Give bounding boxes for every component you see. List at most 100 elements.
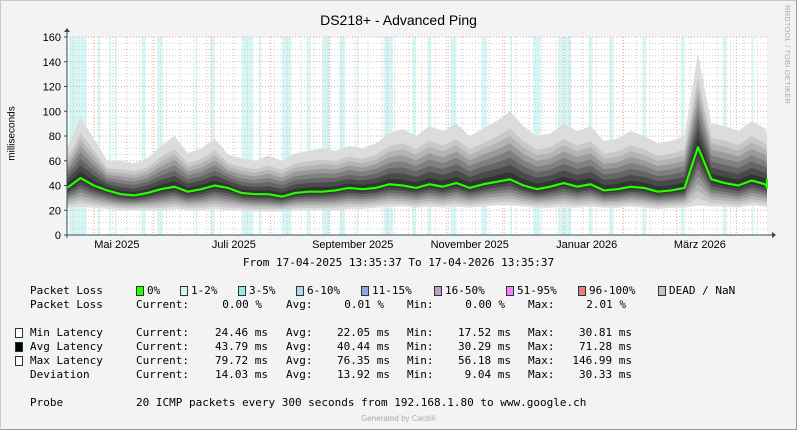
min-value: 30.29 ms: [458, 340, 511, 353]
stats-row-label: Deviation: [30, 368, 90, 381]
min-label: Min:: [407, 298, 434, 311]
loss-band: [339, 37, 346, 235]
current-label: Current:: [136, 368, 189, 381]
loss-legend-item: DEAD / NaN: [669, 284, 736, 297]
probe-label: Probe: [30, 396, 64, 409]
loss-band: [109, 37, 112, 235]
x-axis-arrow: [772, 232, 776, 238]
min-label: Min:: [407, 368, 434, 381]
avg-label: Avg:: [286, 298, 313, 311]
loss-swatch: [136, 286, 144, 296]
loss-legend-item: 51-95%: [517, 284, 557, 297]
series-swatch: [15, 356, 23, 366]
loss-legend-item: 0%: [147, 284, 161, 297]
max-label: Max:: [528, 326, 555, 339]
smoke-band: [67, 137, 767, 199]
min-label: Min:: [407, 354, 434, 367]
stats-row-label: Min Latency: [30, 326, 103, 339]
avg-value: 22.05 ms: [337, 326, 390, 339]
chart-title: DS218+ - Advanced Ping: [320, 12, 477, 28]
avg-label: Avg:: [286, 368, 313, 381]
max-label: Max:: [528, 298, 555, 311]
current-value: 43.79 ms: [215, 340, 268, 353]
y-tick-label: 40: [49, 181, 61, 193]
y-axis-arrow: [64, 28, 70, 32]
series-swatch: [15, 342, 23, 352]
x-tick-label: Mai 2025: [94, 239, 139, 250]
loss-band: [356, 37, 359, 235]
y-tick-label: 120: [43, 82, 61, 94]
loss-legend-item: 11-15%: [372, 284, 412, 297]
y-tick-label: 80: [49, 131, 61, 143]
y-tick-label: 100: [43, 106, 61, 118]
loss-swatch: [506, 286, 514, 296]
avg-value: 0.01 %: [344, 298, 384, 311]
loss-legend-item: 1-2%: [191, 284, 218, 297]
current-value: 14.03 ms: [215, 368, 268, 381]
current-label: Current:: [136, 340, 189, 353]
max-value: 30.81 ms: [579, 326, 632, 339]
max-label: Max:: [528, 368, 555, 381]
current-value: 0.00 %: [222, 298, 262, 311]
max-label: Max:: [528, 354, 555, 367]
loss-band: [97, 37, 100, 235]
y-tick-label: 60: [49, 156, 61, 168]
probe-text: 20 ICMP packets every 300 seconds from 1…: [136, 396, 587, 409]
generated-by-footer: Generated by Cacti®: [361, 414, 436, 423]
loss-legend-item: 6-10%: [307, 284, 341, 297]
avg-value: 40.44 ms: [337, 340, 390, 353]
x-tick-label: September 2025: [312, 239, 393, 250]
avg-value: 13.92 ms: [337, 368, 390, 381]
current-value: 79.72 ms: [215, 354, 268, 367]
max-value: 146.99 ms: [572, 354, 632, 367]
loss-swatch: [238, 286, 246, 296]
loss-band: [609, 37, 614, 235]
stats-row-label: Max Latency: [30, 354, 103, 367]
current-label: Current:: [136, 326, 189, 339]
max-label: Max:: [528, 340, 555, 353]
min-label: Min:: [407, 340, 434, 353]
loss-swatch: [361, 286, 369, 296]
x-tick-label: März 2026: [674, 239, 726, 250]
min-value: 56.18 ms: [458, 354, 511, 367]
current-label: Current:: [136, 354, 189, 367]
min-value: 17.52 ms: [458, 326, 511, 339]
stats-row-label: Packet Loss: [30, 298, 103, 311]
loss-legend-item: 16-50%: [445, 284, 485, 297]
loss-swatch: [658, 286, 666, 296]
y-tick-label: 20: [49, 205, 61, 217]
x-tick-label: Januar 2026: [556, 239, 617, 250]
current-value: 24.46 ms: [215, 326, 268, 339]
min-value: 0.00 %: [465, 298, 505, 311]
x-tick-label: Juli 2025: [212, 239, 256, 250]
y-tick-label: 0: [55, 230, 61, 242]
max-value: 71.28 ms: [579, 340, 632, 353]
stats-row-label: Avg Latency: [30, 340, 103, 353]
loss-swatch: [180, 286, 188, 296]
loss-band: [210, 37, 215, 235]
avg-label: Avg:: [286, 340, 313, 353]
current-label: Current:: [136, 298, 189, 311]
loss-swatch: [434, 286, 442, 296]
max-value: 2.01 %: [586, 298, 626, 311]
loss-band: [306, 37, 311, 235]
y-tick-label: 160: [43, 32, 61, 44]
max-value: 30.33 ms: [579, 368, 632, 381]
series-swatch: [15, 328, 23, 338]
chart-svg: 0 20 40 60 80 100 120 140 160 Mai 2025 Juli 2025 Se…: [43, 28, 776, 250]
loss-swatch: [296, 286, 304, 296]
loss-legend-item: 3-5%: [249, 284, 276, 297]
period-text: From 17-04-2025 13:35:37 To 17-04-2026 1…: [242, 256, 555, 269]
avg-label: Avg:: [286, 326, 313, 339]
avg-label: Avg:: [286, 354, 313, 367]
loss-swatch: [578, 286, 586, 296]
min-label: Min:: [407, 326, 434, 339]
avg-value: 76.35 ms: [337, 354, 390, 367]
rrdtool-watermark: RRDTOOL / TOBI OETIKER: [783, 5, 792, 105]
y-tick-label: 140: [43, 57, 61, 69]
min-value: 9.04 ms: [464, 368, 511, 381]
loss-band: [141, 37, 146, 235]
loss-legend-item: 96-100%: [589, 284, 636, 297]
x-tick-label: November 2025: [431, 239, 509, 250]
packet-loss-legend-label: Packet Loss: [30, 284, 103, 297]
